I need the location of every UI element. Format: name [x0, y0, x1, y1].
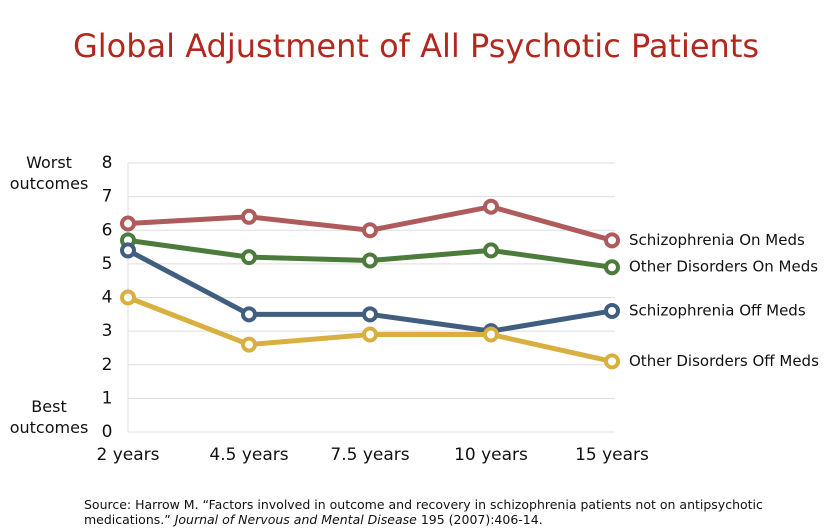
annotation: Best outcomes: [9, 397, 89, 437]
point: [604, 302, 620, 319]
x-tick-label: 15 years: [575, 445, 649, 465]
x-tick-label: 4.5 years: [209, 445, 288, 465]
point: [241, 249, 257, 266]
y-tick-label: 1: [102, 388, 113, 408]
source-text: Source: Harrow M. “Factors involved in o…: [84, 497, 763, 527]
legend-label: Other Disorders On Meds: [629, 258, 818, 276]
x-tick-label: 7.5 years: [330, 445, 409, 465]
legend-label: Schizophrenia Off Meds: [629, 301, 806, 319]
x-tick-label: 2 years: [96, 445, 159, 465]
point: [604, 259, 620, 276]
point: [120, 242, 136, 259]
point: [120, 215, 136, 232]
legend-label: Schizophrenia On Meds: [629, 231, 805, 249]
point: [362, 326, 378, 343]
point: [362, 306, 378, 323]
y-tick-label: 2: [102, 355, 113, 375]
point: [483, 242, 499, 259]
point: [604, 232, 620, 249]
legend-label: Other Disorders Off Meds: [629, 352, 819, 370]
y-tick-label: 8: [102, 153, 113, 173]
point: [362, 222, 378, 239]
source: Source: Harrow M. “Factors involved in o…: [84, 497, 804, 527]
y-tick-label: 5: [102, 254, 113, 274]
source-journal: Journal of Nervous and Mental Disease: [174, 512, 417, 527]
y-tick-label: 3: [102, 321, 113, 341]
y-tick-label: 4: [102, 288, 113, 308]
point: [241, 208, 257, 225]
annotation: Worst outcomes: [9, 153, 89, 193]
x-tick-label: 10 years: [454, 445, 528, 465]
point: [604, 353, 620, 370]
y-tick-label: 0: [102, 422, 113, 442]
point: [120, 289, 136, 306]
point: [241, 336, 257, 353]
chart-title: Global Adjustment of All Psychotic Patie…: [73, 27, 759, 65]
point: [362, 252, 378, 269]
y-tick-label: 6: [102, 220, 113, 240]
point: [241, 306, 257, 323]
point: [483, 198, 499, 215]
point: [483, 326, 499, 343]
source-citation: 195 (2007):406-14.: [420, 512, 543, 527]
y-tick-label: 7: [102, 187, 113, 207]
